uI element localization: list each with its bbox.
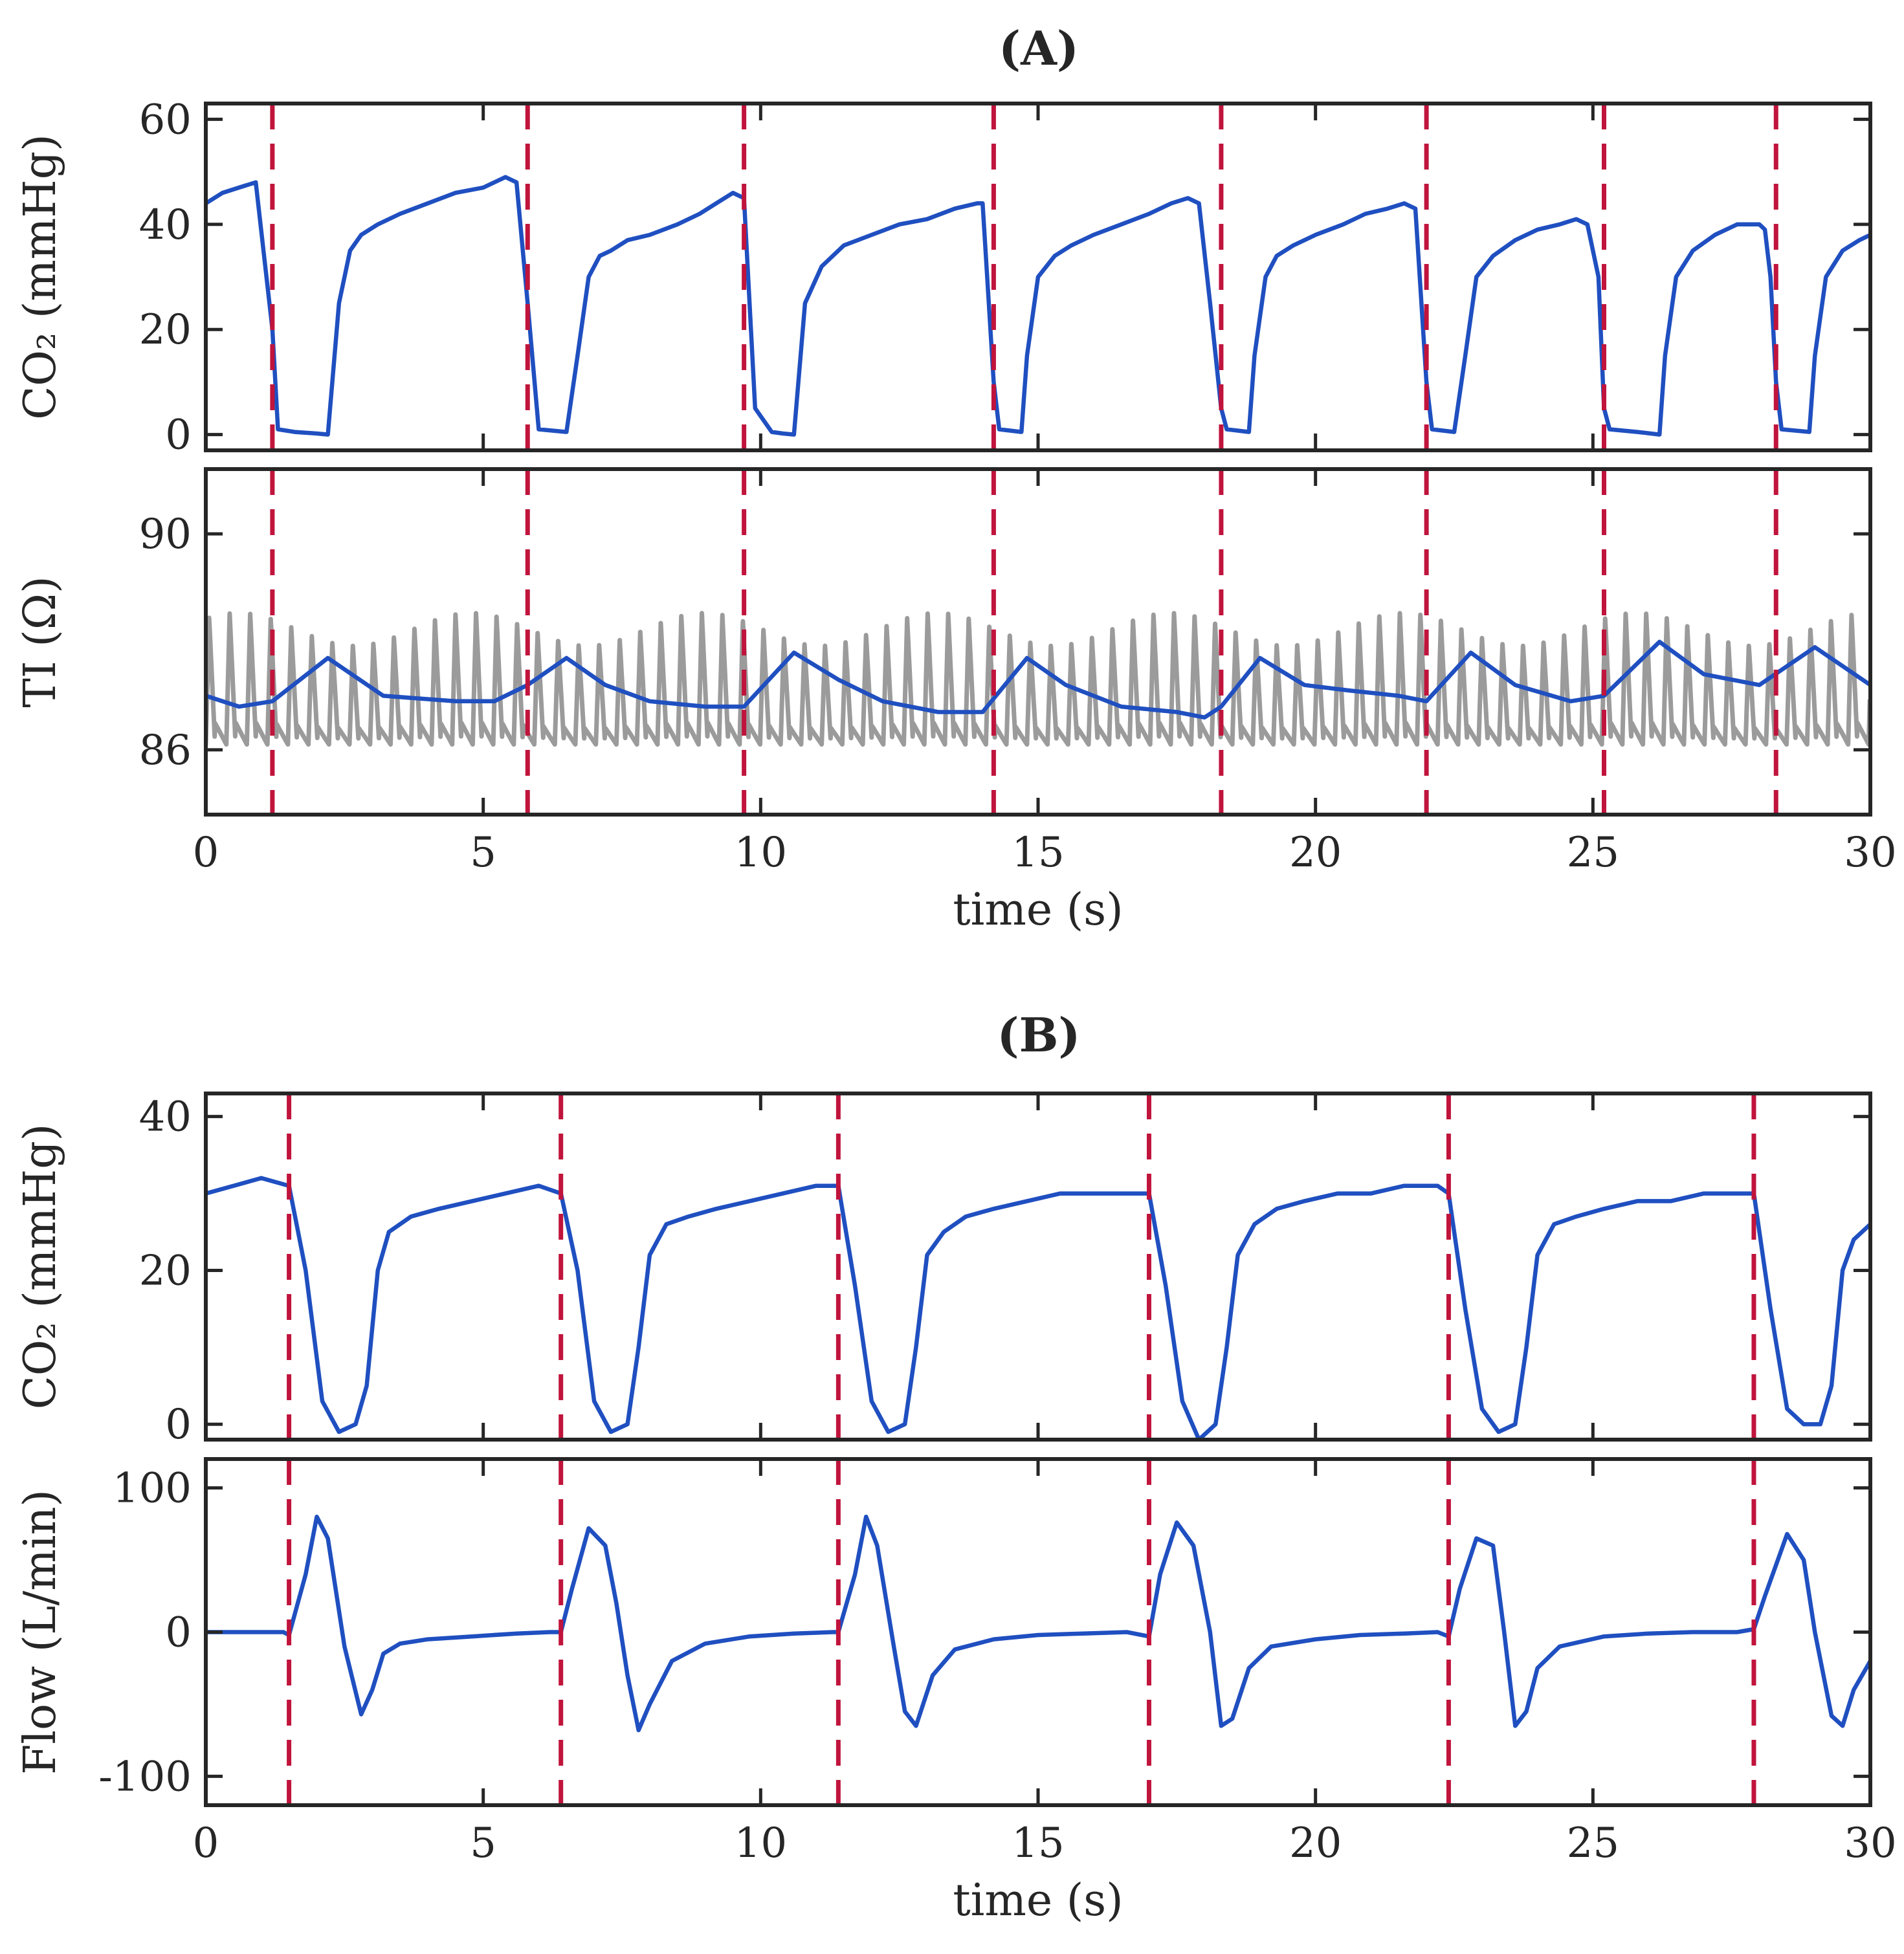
y-tick-label: 40 — [139, 1093, 192, 1141]
y-tick-label: 90 — [139, 510, 192, 558]
plot-area — [206, 1459, 1870, 1805]
x-tick-label: 15 — [1012, 1819, 1064, 1867]
series-line-0 — [206, 611, 1870, 747]
x-tick-label: 15 — [1012, 829, 1064, 877]
plot-area — [206, 104, 1870, 450]
x-tick-label: 20 — [1289, 829, 1342, 877]
axes-panel-a-co2: 0 20 40 60 CO₂ (mmHg) — [15, 96, 1872, 459]
x-axis-label: time (s) — [953, 1875, 1123, 1926]
y-tick-label: 0 — [165, 412, 192, 459]
y-tick-label: 60 — [139, 96, 192, 144]
plot-area — [206, 469, 1870, 815]
series-line-0 — [206, 175, 1870, 437]
y-tick-label: 40 — [139, 201, 192, 249]
x-tick-label: 30 — [1844, 829, 1896, 877]
series-line-0 — [206, 1176, 1870, 1440]
y-axis-label: Flow (L/min) — [15, 1489, 66, 1775]
y-axis-label: TI (Ω) — [15, 576, 66, 707]
x-tick-label: 10 — [735, 1819, 787, 1867]
y-tick-label: 0 — [165, 1401, 192, 1449]
plot-area — [206, 1093, 1870, 1440]
x-tick-label: 25 — [1567, 829, 1619, 877]
y-tick-label: 86 — [139, 727, 192, 774]
axes-panel-b-co2: 0 20 40 CO₂ (mmHg) — [15, 1092, 1872, 1449]
panel-b-title: (B) — [997, 1007, 1081, 1062]
series-line-0 — [206, 1514, 1870, 1733]
y-tick-label: 20 — [139, 306, 192, 354]
x-tick-label: 10 — [735, 829, 787, 877]
y-axis-label: CO₂ (mmHg) — [15, 1124, 66, 1410]
y-axis-label: CO₂ (mmHg) — [15, 134, 66, 420]
x-tick-label: 20 — [1289, 1819, 1342, 1867]
y-tick-label: 100 — [113, 1465, 192, 1513]
panel-a-title: (A) — [999, 21, 1079, 76]
x-tick-label: 30 — [1844, 1819, 1896, 1867]
x-tick-label: 5 — [470, 1819, 496, 1867]
y-tick-label: -100 — [98, 1753, 192, 1801]
x-tick-label: 25 — [1567, 1819, 1619, 1867]
y-tick-label: 20 — [139, 1247, 192, 1295]
x-tick-label: 0 — [193, 1819, 219, 1867]
x-axis-label: time (s) — [953, 884, 1123, 936]
y-tick-label: 0 — [165, 1609, 192, 1657]
x-tick-label: 0 — [193, 829, 219, 877]
series-line-1 — [206, 639, 1870, 720]
x-tick-label: 5 — [470, 829, 496, 877]
axes-panel-a-ti: 86 90 0 5 10 15 20 25 30 time (s) TI (Ω) — [15, 467, 1897, 936]
